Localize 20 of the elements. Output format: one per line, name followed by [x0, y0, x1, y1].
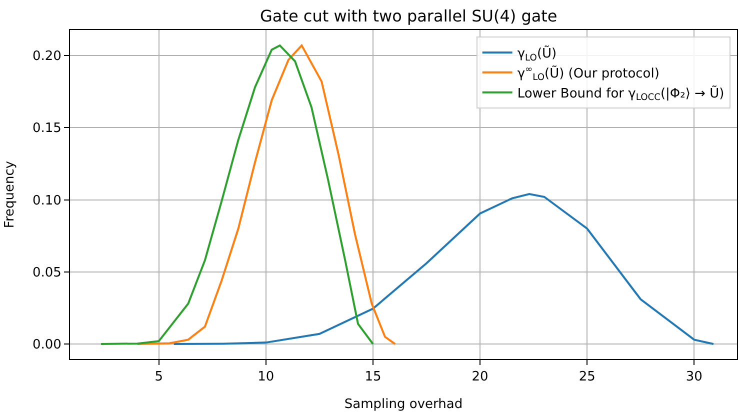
y-tick-label: 0.00 — [32, 338, 62, 353]
legend-label: γ$_{LO}$(Ũ) — [517, 46, 557, 64]
x-tick-label: 20 — [472, 370, 488, 385]
y-axis-title: Frequency — [2, 160, 18, 228]
line-series — [172, 193, 714, 345]
y-tick-label: 0.05 — [32, 265, 62, 280]
line-series — [136, 44, 396, 345]
legend-label: γ$^{∞}$$_{LO}$(Ũ) (Our protocol) — [517, 65, 660, 84]
x-tick-label: 5 — [154, 370, 163, 385]
legend-label: Lower Bound for γ$_{LOCC}$(|Φ₂⟩ → Ũ) — [517, 85, 724, 104]
x-tick-label: 10 — [258, 370, 274, 385]
x-tick-label: 30 — [686, 370, 702, 385]
chart-title: Gate cut with two parallel SU(4) gate — [260, 6, 558, 26]
x-axis-title: Sampling overhad — [344, 397, 463, 412]
y-tick-label: 0.20 — [32, 49, 62, 64]
y-tick-label: 0.15 — [32, 121, 62, 136]
x-tick-label: 25 — [578, 370, 596, 385]
line-series — [100, 44, 374, 345]
x-tick-label: 15 — [364, 370, 382, 385]
y-tick-label: 0.10 — [32, 193, 62, 208]
